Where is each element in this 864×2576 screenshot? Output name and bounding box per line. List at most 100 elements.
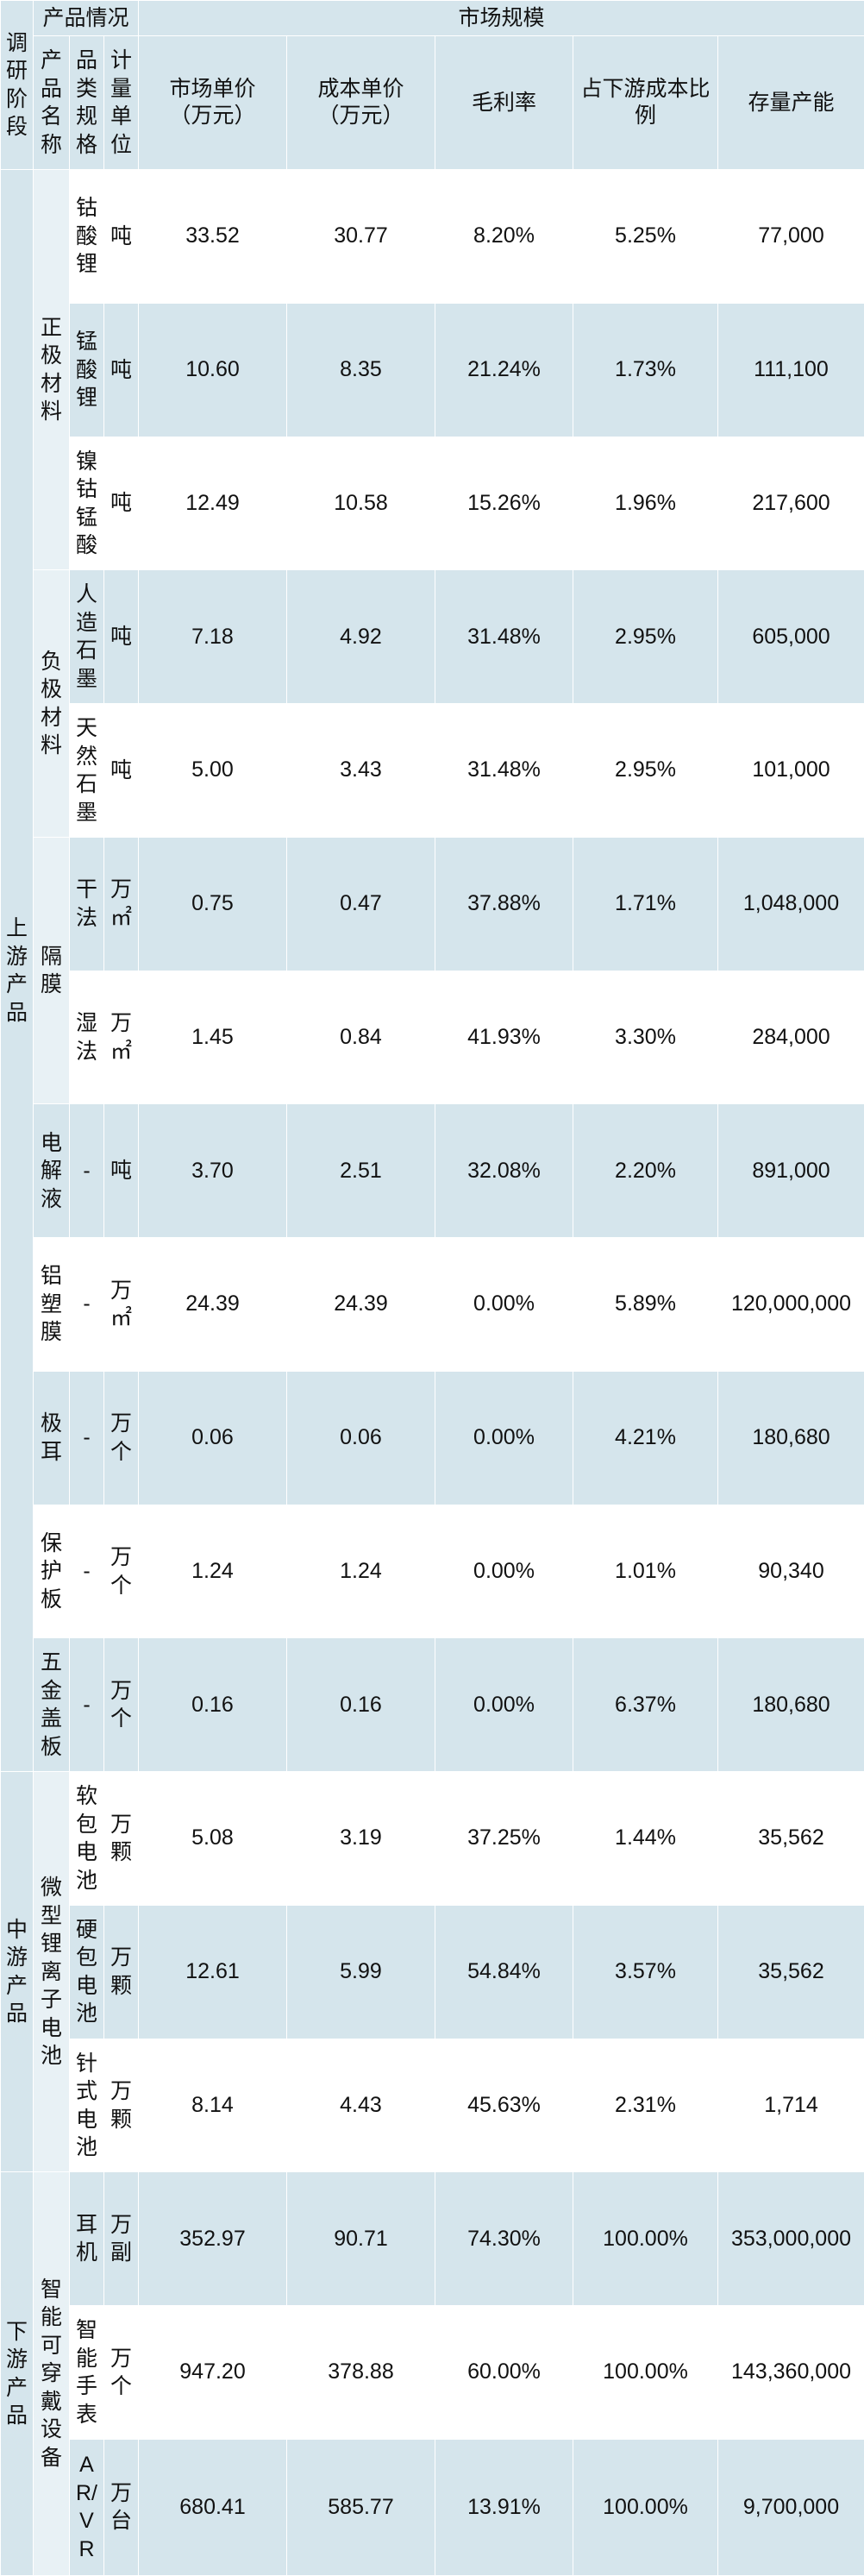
price-cell: 1.24 xyxy=(138,1504,287,1639)
margin-cell: 8.20% xyxy=(435,169,573,304)
unit-cell: 吨 xyxy=(103,1103,139,1239)
price-cell: 24.39 xyxy=(138,1237,287,1372)
capacity-cell: 891,000 xyxy=(717,1103,864,1239)
ratio-cell: 100.00% xyxy=(573,2171,718,2307)
ratio-cell: 1.96% xyxy=(573,436,718,571)
header-market-scale: 市场规模 xyxy=(138,0,864,37)
cost-cell: 0.84 xyxy=(286,970,435,1105)
unit-cell: 吨 xyxy=(103,169,139,304)
unit-cell: 万个 xyxy=(103,1370,139,1505)
ratio-cell: 2.95% xyxy=(573,569,718,705)
ratio-cell: 1.71% xyxy=(573,836,718,971)
margin-cell: 74.30% xyxy=(435,2171,573,2307)
margin-cell: 37.25% xyxy=(435,1771,573,1906)
product-name-cell: 铝塑膜 xyxy=(33,1237,70,1372)
margin-cell: 21.24% xyxy=(435,302,573,437)
group-separator: 隔膜 xyxy=(33,836,70,1105)
spec-cell: 软包电池 xyxy=(69,1771,104,1906)
header-capacity: 存量产能 xyxy=(717,35,864,171)
margin-cell: 0.00% xyxy=(435,1637,573,1773)
spec-cell: - xyxy=(69,1637,104,1773)
ratio-cell: 2.31% xyxy=(573,2038,718,2173)
price-cell: 7.18 xyxy=(138,569,287,705)
capacity-cell: 353,000,000 xyxy=(717,2171,864,2307)
capacity-cell: 35,562 xyxy=(717,1771,864,1906)
margin-cell: 31.48% xyxy=(435,703,573,838)
header-gross-margin: 毛利率 xyxy=(435,35,573,171)
capacity-cell: 90,340 xyxy=(717,1504,864,1639)
price-cell: 0.16 xyxy=(138,1637,287,1773)
ratio-cell: 3.30% xyxy=(573,970,718,1105)
header-stage: 调研阶段 xyxy=(0,0,34,171)
price-cell: 680.41 xyxy=(138,2438,287,2576)
product-name-cell: 电解液 xyxy=(33,1103,70,1239)
header-cost-ratio: 占下游成本比例 xyxy=(573,35,718,171)
spec-cell: 天然石墨 xyxy=(69,703,104,838)
spec-cell: 智能手表 xyxy=(69,2305,104,2440)
ratio-cell: 3.57% xyxy=(573,1904,718,2039)
price-cell: 12.49 xyxy=(138,436,287,571)
price-cell: 1.45 xyxy=(138,970,287,1105)
cost-cell: 10.58 xyxy=(286,436,435,571)
unit-cell: 万㎡ xyxy=(103,970,139,1105)
spec-cell: 耳机 xyxy=(69,2171,104,2307)
cost-cell: 30.77 xyxy=(286,169,435,304)
group-micro-battery: 微型锂离子电池 xyxy=(33,1771,70,2173)
margin-cell: 0.00% xyxy=(435,1370,573,1505)
group-cathode: 正极材料 xyxy=(33,169,70,571)
margin-cell: 32.08% xyxy=(435,1103,573,1239)
price-cell: 352.97 xyxy=(138,2171,287,2307)
unit-cell: 吨 xyxy=(103,703,139,838)
unit-cell: 万颗 xyxy=(103,1904,139,2039)
capacity-cell: 101,000 xyxy=(717,703,864,838)
unit-cell: 吨 xyxy=(103,569,139,705)
ratio-cell: 1.44% xyxy=(573,1771,718,1906)
cost-cell: 8.35 xyxy=(286,302,435,437)
margin-cell: 45.63% xyxy=(435,2038,573,2173)
spec-cell: - xyxy=(69,1237,104,1372)
capacity-cell: 605,000 xyxy=(717,569,864,705)
spec-cell: AR/VR xyxy=(69,2438,104,2576)
ratio-cell: 100.00% xyxy=(573,2305,718,2440)
unit-cell: 万个 xyxy=(103,1504,139,1639)
ratio-cell: 5.89% xyxy=(573,1237,718,1372)
unit-cell: 万颗 xyxy=(103,1771,139,1906)
cost-cell: 0.47 xyxy=(286,836,435,971)
unit-cell: 万个 xyxy=(103,1637,139,1773)
capacity-cell: 180,680 xyxy=(717,1637,864,1773)
price-cell: 3.70 xyxy=(138,1103,287,1239)
spec-cell: 针式电池 xyxy=(69,2038,104,2173)
price-cell: 5.00 xyxy=(138,703,287,838)
header-product-info: 产品情况 xyxy=(33,0,139,37)
cost-cell: 0.16 xyxy=(286,1637,435,1773)
unit-cell: 万个 xyxy=(103,2305,139,2440)
unit-cell: 吨 xyxy=(103,302,139,437)
margin-cell: 54.84% xyxy=(435,1904,573,2039)
capacity-cell: 120,000,000 xyxy=(717,1237,864,1372)
spec-cell: 锰酸锂 xyxy=(69,302,104,437)
price-cell: 0.75 xyxy=(138,836,287,971)
capacity-cell: 77,000 xyxy=(717,169,864,304)
ratio-cell: 5.25% xyxy=(573,169,718,304)
cost-cell: 24.39 xyxy=(286,1237,435,1372)
ratio-cell: 2.95% xyxy=(573,703,718,838)
ratio-cell: 1.01% xyxy=(573,1504,718,1639)
price-cell: 33.52 xyxy=(138,169,287,304)
header-market-price: 市场单价（万元） xyxy=(138,35,287,171)
product-name-cell: 保护板 xyxy=(33,1504,70,1639)
group-wearable: 智能可穿戴设备 xyxy=(33,2171,70,2576)
cost-cell: 1.24 xyxy=(286,1504,435,1639)
cost-cell: 378.88 xyxy=(286,2305,435,2440)
price-cell: 12.61 xyxy=(138,1904,287,2039)
product-name-cell: 五金盖板 xyxy=(33,1637,70,1773)
cost-cell: 2.51 xyxy=(286,1103,435,1239)
ratio-cell: 100.00% xyxy=(573,2438,718,2576)
cost-cell: 4.43 xyxy=(286,2038,435,2173)
unit-cell: 吨 xyxy=(103,436,139,571)
ratio-cell: 1.73% xyxy=(573,302,718,437)
price-cell: 5.08 xyxy=(138,1771,287,1906)
cost-cell: 5.99 xyxy=(286,1904,435,2039)
capacity-cell: 1,048,000 xyxy=(717,836,864,971)
margin-cell: 60.00% xyxy=(435,2305,573,2440)
price-cell: 10.60 xyxy=(138,302,287,437)
